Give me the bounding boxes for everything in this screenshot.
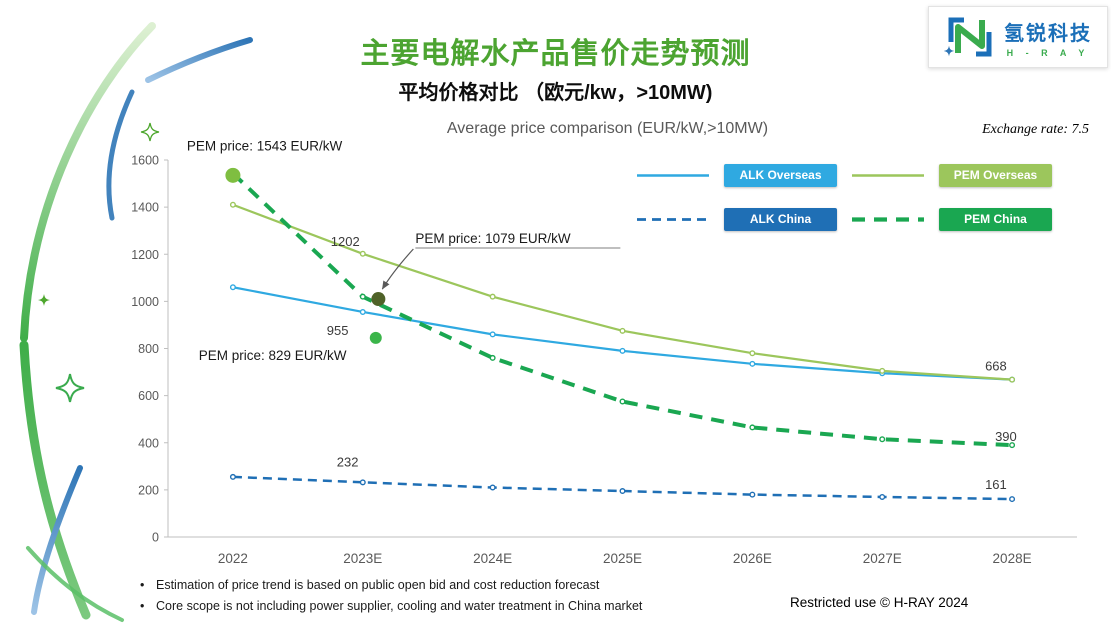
- annotations: PEM price: 1543 EUR/kW PEM price: 1079 EU…: [187, 140, 621, 363]
- chart-region: Average price comparison (EUR/kW,>10MW) …: [120, 118, 1095, 588]
- logo-company-name: 氢锐科技: [1004, 22, 1092, 45]
- point-labels: 1202 955 232 668 390 161: [327, 234, 1017, 492]
- series-pem-china: [229, 170, 1016, 449]
- svg-text:2027E: 2027E: [863, 551, 902, 566]
- svg-text:161: 161: [985, 477, 1007, 492]
- footnote-1-text: Estimation of price trend is based on pu…: [156, 578, 600, 592]
- svg-text:955: 955: [327, 323, 349, 338]
- company-logo: 氢锐科技 H - R A Y: [928, 6, 1108, 68]
- logo-text: 氢锐科技 H - R A Y: [1004, 17, 1092, 58]
- footnote-1: • Estimation of price trend is based on p…: [140, 578, 642, 592]
- bullet-icon: •: [140, 599, 145, 613]
- chart-legend: ALK Overseas PEM Overseas ALK China PEM …: [635, 164, 1052, 231]
- svg-text:232: 232: [337, 454, 359, 469]
- svg-text:1200: 1200: [131, 248, 159, 262]
- svg-text:1400: 1400: [131, 201, 159, 215]
- legend-badge-alk-china[interactable]: ALK China: [724, 208, 837, 231]
- footnote-2: • Core scope is not including power suppl…: [140, 599, 642, 613]
- svg-text:390: 390: [995, 429, 1017, 444]
- svg-text:2025E: 2025E: [603, 551, 642, 566]
- green-swoosh-bottom: [19, 340, 91, 620]
- logo-mark-icon: [944, 17, 992, 57]
- sparkle-icon: [55, 373, 85, 403]
- chart-title: Average price comparison (EUR/kW,>10MW): [446, 120, 769, 137]
- legend-badge-pem-china[interactable]: PEM China: [939, 208, 1052, 231]
- svg-text:200: 200: [138, 483, 159, 497]
- page-subtitle: 平均价格对比 （欧元/kw，>10MW): [398, 82, 713, 104]
- svg-text:1000: 1000: [131, 295, 159, 309]
- svg-text:1202: 1202: [331, 234, 360, 249]
- green-swoosh-thin: [26, 546, 124, 622]
- legend-line-alk-overseas: [637, 174, 709, 177]
- series-pem-overseas: [229, 201, 1016, 383]
- legend-badge-pem-overseas[interactable]: PEM Overseas: [939, 164, 1052, 187]
- svg-text:2028E: 2028E: [993, 551, 1032, 566]
- exchange-rate-note: Exchange rate: 7.5: [982, 122, 1089, 137]
- svg-text:400: 400: [138, 436, 159, 450]
- svg-text:1600: 1600: [131, 154, 159, 168]
- svg-text:0: 0: [152, 531, 159, 545]
- svg-text:PEM price: 1543 EUR/kW: PEM price: 1543 EUR/kW: [187, 140, 343, 153]
- svg-text:2022: 2022: [218, 551, 248, 566]
- x-axis-labels: 2022 2023E 2024E 2025E 2026E 2027E 2028E: [218, 551, 1032, 566]
- y-axis-labels: 0 200 400 600 800 1000 1200 1400 1600: [131, 154, 168, 545]
- bullet-icon: •: [140, 578, 145, 592]
- logo-brand-name: H - R A Y: [1006, 47, 1090, 58]
- svg-text:668: 668: [985, 359, 1007, 374]
- svg-text:PEM price: 1079 EUR/kW: PEM price: 1079 EUR/kW: [415, 231, 571, 246]
- svg-text:2024E: 2024E: [473, 551, 512, 566]
- price-marker-dots: [225, 167, 386, 344]
- svg-text:800: 800: [138, 342, 159, 356]
- sparkle-icon: [37, 293, 51, 307]
- legend-badge-alk-overseas[interactable]: ALK Overseas: [724, 164, 837, 187]
- svg-text:2023E: 2023E: [343, 551, 382, 566]
- blue-swoosh-bottom: [31, 465, 83, 615]
- series-alk-china: [229, 473, 1016, 503]
- footnote-2-text: Core scope is not including power suppli…: [156, 599, 643, 613]
- svg-text:PEM price: 829 EUR/kW: PEM price: 829 EUR/kW: [199, 348, 347, 363]
- svg-text:600: 600: [138, 389, 159, 403]
- svg-text:2026E: 2026E: [733, 551, 772, 566]
- footnotes: • Estimation of price trend is based on p…: [140, 578, 642, 620]
- legend-line-pem-overseas: [852, 174, 924, 177]
- page-title: 主要电解水产品售价走势预测: [360, 38, 751, 70]
- legend-line-alk-china: [637, 218, 709, 221]
- copyright-notice: Restricted use © H-RAY 2024: [790, 595, 969, 610]
- legend-line-pem-china: [852, 217, 924, 222]
